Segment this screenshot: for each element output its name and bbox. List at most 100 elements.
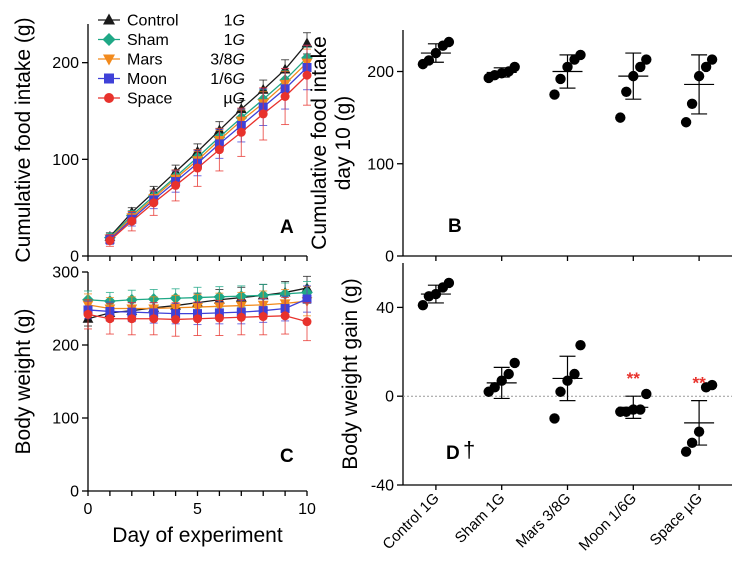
x-tick-label: 10 bbox=[298, 501, 316, 518]
legend-marker bbox=[104, 93, 114, 103]
legend-name: Control bbox=[127, 13, 179, 30]
legend-factor-unit: G bbox=[233, 91, 245, 108]
legend-name: Mars bbox=[127, 52, 163, 69]
x-tick-label: 5 bbox=[193, 501, 202, 518]
y-tick-label: 0 bbox=[385, 389, 394, 406]
data-point bbox=[549, 89, 560, 100]
legend-item-mars: Mars 3/8G bbox=[98, 52, 245, 69]
data-point bbox=[302, 70, 312, 80]
y-tick-label: 100 bbox=[52, 152, 79, 169]
series-line bbox=[109, 62, 308, 240]
significance-marker: ** bbox=[692, 374, 706, 393]
legend-name: Sham bbox=[127, 32, 169, 49]
series-space bbox=[105, 44, 312, 247]
group-control bbox=[417, 36, 455, 70]
y-axis-label: Body weight gain (g) bbox=[339, 278, 362, 469]
data-point bbox=[555, 386, 566, 397]
legend-factor-value: 1/6 bbox=[210, 71, 232, 88]
legend-item-moon: Moon 1/6G bbox=[98, 71, 245, 88]
legend-factor: 3/8G bbox=[210, 52, 245, 69]
y-axis-label-line: Body weight gain (g) bbox=[339, 278, 362, 469]
data-point bbox=[280, 92, 290, 101]
legend-factor-value: 1 bbox=[224, 32, 233, 49]
panel-b-food-intake-day10-chart: 0 100 200 B Cumulative food intakeday 10 (g) bbox=[308, 30, 732, 266]
panel-letter: A bbox=[280, 217, 294, 238]
data-point bbox=[706, 54, 718, 65]
data-point bbox=[686, 437, 698, 449]
data-point bbox=[171, 314, 181, 324]
data-point bbox=[641, 388, 652, 400]
data-point bbox=[280, 311, 290, 321]
legend-marker bbox=[102, 33, 116, 46]
data-point bbox=[236, 127, 246, 137]
data-point bbox=[569, 368, 580, 380]
data-point bbox=[555, 73, 566, 85]
data-point bbox=[621, 86, 632, 98]
group-control bbox=[417, 277, 455, 311]
data-point bbox=[105, 314, 115, 324]
panel-letter: B bbox=[448, 216, 462, 237]
y-tick-label: 0 bbox=[385, 249, 394, 266]
category-label: Sham 1G bbox=[452, 490, 509, 547]
data-point bbox=[443, 36, 455, 48]
data-point bbox=[615, 112, 626, 123]
y-axis-label-line: day 10 (g) bbox=[332, 96, 355, 191]
group-mars bbox=[549, 49, 586, 100]
category-label: Mars 3/8G bbox=[513, 490, 575, 552]
x-axis-label: Day of experiment bbox=[112, 524, 283, 547]
series-line bbox=[109, 74, 308, 242]
data-point bbox=[236, 312, 246, 322]
panel-c-body-weight-chart: 0 100 200 300 0 5 10 C Body weight (g) Day of exp… bbox=[12, 265, 316, 548]
group-space bbox=[680, 379, 718, 457]
data-point bbox=[171, 180, 181, 190]
group-moon bbox=[615, 388, 652, 419]
legend-marker bbox=[103, 13, 115, 25]
data-point bbox=[149, 198, 159, 208]
data-point bbox=[149, 314, 159, 324]
data-point bbox=[680, 446, 692, 457]
y-tick-label: 200 bbox=[52, 338, 79, 355]
legend-marker bbox=[103, 54, 115, 66]
y-axis-label-line: Body weight (g) bbox=[12, 309, 35, 455]
data-point bbox=[443, 277, 455, 289]
category-label: Moon 1/6G bbox=[576, 490, 641, 555]
data-point bbox=[635, 404, 646, 415]
legend-name: Space bbox=[127, 91, 172, 108]
legend-factor: µG bbox=[223, 91, 245, 108]
x-tick-label: 0 bbox=[84, 501, 93, 518]
y-tick-label: 200 bbox=[52, 55, 79, 72]
data-point bbox=[214, 145, 224, 155]
y-tick-label: 0 bbox=[70, 484, 79, 501]
data-point bbox=[127, 216, 137, 226]
series-line bbox=[109, 57, 308, 239]
data-point bbox=[509, 61, 520, 73]
data-point bbox=[680, 117, 692, 128]
group-mars bbox=[549, 339, 586, 424]
data-point bbox=[193, 314, 202, 324]
data-point bbox=[193, 163, 202, 173]
series-line bbox=[109, 42, 308, 238]
series-space bbox=[83, 297, 312, 342]
group-moon bbox=[615, 52, 652, 123]
y-axis-label: Body weight (g) bbox=[12, 309, 35, 455]
legend-factor: 1G bbox=[224, 32, 245, 49]
series-line bbox=[109, 67, 308, 241]
data-point bbox=[706, 379, 718, 391]
data-point bbox=[635, 61, 646, 73]
category-label: Space µG bbox=[647, 490, 706, 549]
y-tick-label: 100 bbox=[367, 156, 394, 173]
y-tick-label: -40 bbox=[371, 478, 394, 495]
data-point bbox=[127, 314, 137, 324]
group-space bbox=[680, 54, 718, 128]
legend-factor-value: 3/8 bbox=[210, 52, 232, 69]
panel-d-body-weight-gain-chart: -40 0 40 Control 1G Sham 1G Mars 3/8G Moon 1/6… bbox=[339, 263, 732, 554]
y-tick-label: 200 bbox=[367, 64, 394, 81]
legend-factor-unit: G bbox=[233, 13, 245, 30]
y-axis-label: Cumulative food intakeday 10 (g) bbox=[308, 36, 355, 250]
legend-factor: 1/6G bbox=[210, 71, 245, 88]
panel-letter: D bbox=[446, 443, 460, 464]
data-point bbox=[302, 317, 312, 327]
significance-marker: ** bbox=[627, 369, 641, 388]
